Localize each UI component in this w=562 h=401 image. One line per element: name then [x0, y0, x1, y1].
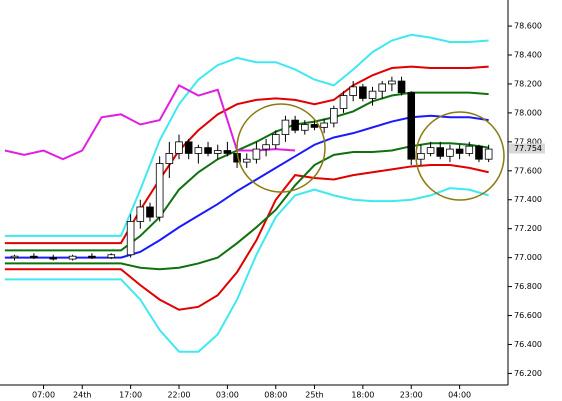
x-tick-label: 17:00 — [119, 391, 142, 400]
candle-body — [271, 134, 280, 146]
last-price-label: 77.754 — [514, 144, 542, 153]
annotation-circle — [236, 103, 326, 193]
candle-body — [388, 80, 396, 85]
candle-body — [252, 148, 261, 160]
candle-body — [49, 257, 58, 260]
candle-body — [126, 221, 135, 256]
candle-body — [436, 147, 445, 157]
y-tick-label: 78.200 — [514, 79, 542, 88]
y-tick-label: 78.400 — [514, 51, 542, 60]
candle-body — [107, 254, 116, 259]
y-tick-label: 77.400 — [514, 195, 542, 204]
annotation-circle — [415, 111, 505, 201]
candle-body — [291, 119, 299, 131]
candle-body — [407, 92, 416, 160]
candle-body — [397, 80, 406, 94]
candle-body — [262, 144, 270, 150]
y-tick-label: 76.400 — [514, 340, 542, 349]
candle-body — [475, 145, 483, 160]
x-tick-label: 24th — [73, 391, 91, 400]
candle-body — [484, 148, 493, 160]
candle-body — [368, 90, 377, 99]
indicator-line — [4, 33, 489, 237]
candle-body — [455, 148, 464, 154]
candle-body — [339, 95, 348, 109]
candle-body — [310, 124, 319, 128]
x-tick-label: 25th — [305, 391, 323, 400]
x-tick-label: 22:00 — [167, 391, 190, 400]
x-tick-label: 08:00 — [264, 391, 287, 400]
candle-body — [349, 86, 357, 96]
plot-area — [4, 33, 493, 353]
y-tick-label: 78.600 — [514, 22, 542, 31]
indicator-line — [4, 65, 489, 245]
last-price-box — [509, 143, 545, 154]
x-tick-label: 18:00 — [351, 391, 374, 400]
candle-body — [465, 145, 474, 154]
x-tick-label: 04:00 — [448, 391, 471, 400]
candle-body — [30, 255, 38, 259]
candle-body — [68, 255, 77, 260]
candle-body — [359, 86, 367, 99]
y-tick-label: 77.000 — [514, 253, 542, 262]
y-tick-label: 78.000 — [514, 108, 542, 117]
y-tick-label: 77.800 — [514, 137, 542, 146]
candle-body — [204, 147, 212, 154]
candle-body — [223, 150, 232, 154]
y-tick-label: 76.600 — [514, 311, 542, 320]
candle-body — [136, 206, 145, 222]
candle-body — [194, 147, 203, 154]
candle-body — [184, 141, 193, 154]
candle-body — [88, 255, 96, 259]
candle-body — [165, 153, 174, 164]
candle-body — [426, 147, 435, 154]
candle-body — [155, 163, 164, 218]
indicator-line — [4, 164, 489, 311]
indicator-line — [4, 84, 296, 161]
candle-body — [446, 148, 454, 157]
y-tick-label: 77.200 — [514, 224, 542, 233]
y-tick-label: 77.600 — [514, 166, 542, 175]
candle-body — [417, 153, 425, 160]
candle-body — [213, 150, 222, 154]
candle-body — [330, 108, 338, 124]
candle-body — [301, 124, 309, 131]
y-tick-label: 76.200 — [514, 369, 542, 378]
x-tick-label: 03:00 — [216, 391, 239, 400]
candle-body — [242, 158, 251, 163]
candle-body — [378, 83, 386, 92]
x-tick-label: 07:00 — [32, 391, 55, 400]
candle-body — [10, 255, 19, 259]
y-tick-label: 76.800 — [514, 282, 542, 291]
indicator-line — [4, 187, 489, 353]
candle-body — [281, 119, 290, 136]
x-tick-label: 23:00 — [400, 391, 423, 400]
candle-body — [146, 206, 154, 218]
candle-body — [320, 122, 328, 128]
candle-body — [175, 141, 183, 154]
